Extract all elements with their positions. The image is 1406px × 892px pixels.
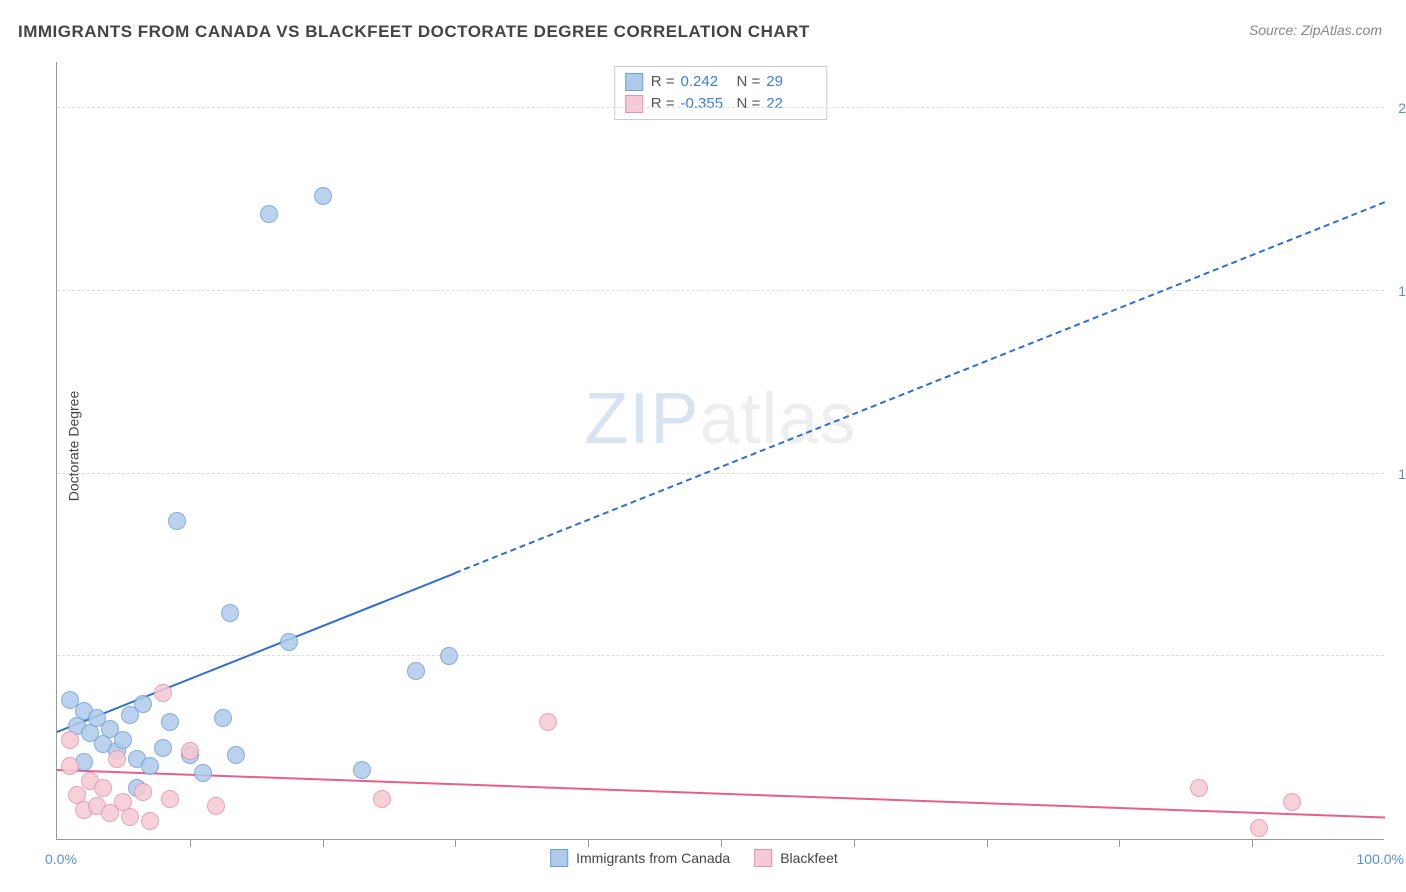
- y-tick-label: 15.0%: [1398, 283, 1406, 299]
- legend-swatch-blackfeet: [754, 849, 772, 867]
- x-tick: [987, 839, 988, 847]
- source-attribution: Source: ZipAtlas.com: [1249, 22, 1382, 38]
- series-legend: Immigrants from Canada Blackfeet: [550, 849, 838, 867]
- data-point: [154, 739, 172, 757]
- data-point: [221, 604, 239, 622]
- data-point: [154, 684, 172, 702]
- gridline: [57, 473, 1384, 474]
- gridline: [57, 107, 1384, 108]
- data-point: [227, 746, 245, 764]
- data-point: [121, 808, 139, 826]
- data-point: [194, 764, 212, 782]
- n-label: N =: [737, 93, 761, 115]
- legend-item-canada: Immigrants from Canada: [550, 849, 730, 867]
- data-point: [114, 731, 132, 749]
- data-point: [440, 647, 458, 665]
- r-value-canada: 0.242: [681, 71, 731, 93]
- x-tick: [455, 839, 456, 847]
- gridline: [57, 290, 1384, 291]
- legend-label-canada: Immigrants from Canada: [576, 850, 730, 866]
- data-point: [161, 713, 179, 731]
- x-tick: [1252, 839, 1253, 847]
- data-point: [314, 187, 332, 205]
- legend-label-blackfeet: Blackfeet: [780, 850, 838, 866]
- swatch-canada: [625, 73, 643, 91]
- swatch-blackfeet: [625, 95, 643, 113]
- y-tick-label: 20.0%: [1398, 100, 1406, 116]
- correlation-legend: R = 0.242 N = 29 R = -0.355 N = 22: [614, 66, 828, 120]
- legend-item-blackfeet: Blackfeet: [754, 849, 838, 867]
- x-tick: [588, 839, 589, 847]
- data-point: [141, 757, 159, 775]
- n-value-canada: 29: [766, 71, 816, 93]
- x-tick: [1119, 839, 1120, 847]
- data-point: [134, 783, 152, 801]
- r-label: R =: [651, 71, 675, 93]
- x-tick: [323, 839, 324, 847]
- data-point: [181, 742, 199, 760]
- data-point: [1190, 779, 1208, 797]
- data-point: [94, 779, 112, 797]
- data-point: [161, 790, 179, 808]
- data-point: [207, 797, 225, 815]
- correlation-row-canada: R = 0.242 N = 29: [625, 71, 817, 93]
- data-point: [539, 713, 557, 731]
- n-label: N =: [737, 71, 761, 93]
- data-point: [108, 750, 126, 768]
- x-tick: [190, 839, 191, 847]
- data-point: [1250, 819, 1268, 837]
- watermark-atlas: atlas: [699, 379, 856, 459]
- gridline: [57, 655, 1384, 656]
- trend-line: [455, 202, 1385, 575]
- watermark-zip: ZIP: [584, 379, 699, 459]
- data-point: [260, 205, 278, 223]
- y-tick-label: 10.0%: [1398, 466, 1406, 482]
- data-point: [373, 790, 391, 808]
- data-point: [61, 757, 79, 775]
- chart-title: IMMIGRANTS FROM CANADA VS BLACKFEET DOCT…: [18, 22, 810, 42]
- correlation-row-blackfeet: R = -0.355 N = 22: [625, 93, 817, 115]
- data-point: [141, 812, 159, 830]
- plot-area: ZIPatlas R = 0.242 N = 29 R = -0.355 N =…: [56, 62, 1384, 840]
- data-point: [214, 709, 232, 727]
- data-point: [168, 512, 186, 530]
- trend-line: [57, 572, 456, 733]
- x-tick: [721, 839, 722, 847]
- data-point: [280, 633, 298, 651]
- trend-line: [57, 769, 1385, 818]
- data-point: [134, 695, 152, 713]
- watermark: ZIPatlas: [584, 378, 856, 460]
- x-tick: [854, 839, 855, 847]
- r-label: R =: [651, 93, 675, 115]
- data-point: [61, 731, 79, 749]
- data-point: [407, 662, 425, 680]
- data-point: [1283, 793, 1301, 811]
- n-value-blackfeet: 22: [766, 93, 816, 115]
- x-axis-min-label: 0.0%: [45, 851, 77, 867]
- x-axis-max-label: 100.0%: [1357, 851, 1404, 867]
- data-point: [353, 761, 371, 779]
- r-value-blackfeet: -0.355: [681, 93, 731, 115]
- legend-swatch-canada: [550, 849, 568, 867]
